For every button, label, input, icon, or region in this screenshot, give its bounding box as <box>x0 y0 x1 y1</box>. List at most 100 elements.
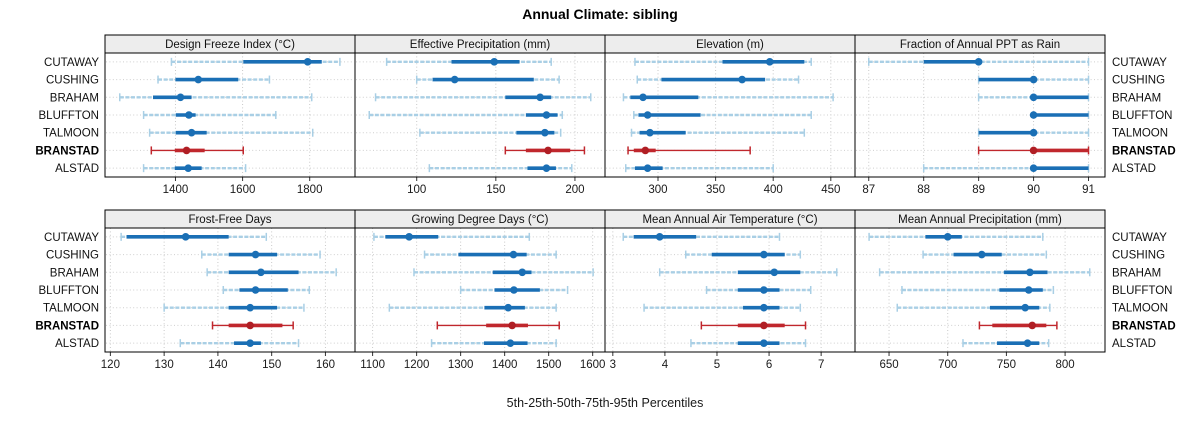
median-dot <box>1024 286 1033 294</box>
median-dot <box>490 58 499 66</box>
median-dot <box>643 111 652 119</box>
panel-elevation-m: Elevation (m) 300 350 400 450 <box>604 34 856 196</box>
percentile-row-bluffton <box>705 286 812 294</box>
median-dot <box>176 93 185 102</box>
percentile-row-braham <box>878 268 1091 277</box>
percentile-row-braham <box>658 268 838 277</box>
median-dot <box>943 233 952 241</box>
median-dot <box>506 339 515 347</box>
median-dot <box>542 164 551 172</box>
median-dot <box>643 164 652 172</box>
median-dot <box>646 128 654 137</box>
percentile-row-alstad <box>179 339 300 348</box>
median-dot <box>760 339 768 347</box>
x-tick-label: 1800 <box>297 184 323 196</box>
median-dot <box>450 75 459 84</box>
percentile-row-cushing <box>423 250 557 259</box>
panel-header-title: Design Freeze Index (°C) <box>165 39 295 51</box>
percentile-row-talmoon <box>977 128 1090 137</box>
percentile-row-talmoon <box>419 128 562 137</box>
median-dot <box>655 233 664 241</box>
percentile-row-talmoon <box>148 128 314 137</box>
median-dot <box>1029 146 1038 155</box>
percentile-row-alstad <box>624 164 774 173</box>
median-dot <box>246 339 254 347</box>
percentile-row-braham <box>413 268 594 277</box>
station-label-left-alstad: ALSTAD <box>55 338 99 350</box>
station-label-left-bluffton: BLUFFTON <box>39 110 100 122</box>
x-tick-label: 4 <box>662 359 669 371</box>
percentile-row-cutaway <box>868 232 1044 241</box>
x-tick-label: 91 <box>1082 184 1095 196</box>
percentile-row-cushing <box>977 75 1090 84</box>
percentile-row-talmoon <box>388 303 557 312</box>
percentile-row-cushing <box>684 250 802 259</box>
median-dot <box>508 321 516 330</box>
panel-design-freeze-index-c: Design Freeze Index (°C) 1400 1600 1800 <box>104 34 356 196</box>
percentile-row-bluffton <box>368 111 564 119</box>
panel-mean-annual-air-temperature-c: Mean Annual Air Temperature (°C) 3 4 5 6 7 <box>604 209 856 371</box>
percentile-row-talmoon <box>630 128 806 137</box>
median-dot <box>303 58 312 66</box>
median-dot <box>1026 268 1034 277</box>
station-label-left-talmoon: TALMOON <box>43 128 99 140</box>
x-tick-label: 200 <box>565 184 584 196</box>
median-dot <box>251 286 260 294</box>
median-dot <box>639 93 647 102</box>
median-dot <box>518 268 527 277</box>
percentile-row-bluffton <box>459 286 569 294</box>
percentile-row-bluffton <box>222 286 311 294</box>
station-label-right-branstad: BRANSTAD <box>1112 145 1176 157</box>
station-label-left-braham: BRAHAM <box>50 267 99 279</box>
percentile-row-branstad <box>150 146 245 155</box>
panel-border <box>854 227 1106 353</box>
station-label-left-cutaway: CUTAWAY <box>44 232 99 244</box>
panel-plot-area <box>855 228 1105 352</box>
percentile-row-bluffton <box>633 111 812 119</box>
station-label-left-branstad: BRANSTAD <box>35 145 99 157</box>
station-label-right-cushing: CUSHING <box>1112 250 1165 262</box>
median-dot <box>974 58 983 66</box>
median-dot <box>1029 164 1038 172</box>
panels-container: Design Freeze Index (°C) 1400 1600 1800 Effe… <box>101 34 1106 371</box>
median-dot <box>770 268 779 277</box>
percentile-row-braham <box>206 268 337 277</box>
median-dot <box>541 128 549 137</box>
station-label-right-cutaway: CUTAWAY <box>1112 232 1167 244</box>
percentile-row-cushing <box>157 75 271 84</box>
median-dot <box>977 250 986 259</box>
panel-header-title: Effective Precipitation (mm) <box>410 39 551 51</box>
station-label-left-branstad: BRANSTAD <box>35 320 99 332</box>
x-tick-label: 5 <box>714 359 720 371</box>
x-tick-label: 800 <box>1056 359 1075 371</box>
percentile-row-cutaway <box>373 232 531 241</box>
median-dot <box>1029 93 1038 102</box>
median-dot <box>542 111 551 119</box>
x-tick-label: 700 <box>938 359 957 371</box>
median-dot <box>246 321 254 330</box>
percentile-row-cutaway <box>867 57 1090 66</box>
median-dot <box>536 93 544 102</box>
x-tick-label: 150 <box>486 184 505 196</box>
median-dot <box>760 303 768 312</box>
median-dot <box>760 250 768 259</box>
median-dot <box>246 303 254 312</box>
x-tick-label: 130 <box>155 359 174 371</box>
median-dot <box>510 286 518 294</box>
station-label-left-alstad: ALSTAD <box>55 163 99 175</box>
panel-effective-precipitation-mm: Effective Precipitation (mm) 100 150 200 <box>354 34 606 196</box>
percentile-row-braham <box>119 93 313 102</box>
median-dot <box>1021 303 1029 312</box>
median-dot <box>181 233 190 241</box>
percentile-row-bluffton <box>1029 111 1090 119</box>
median-dot <box>194 75 203 84</box>
median-dot <box>1023 339 1032 347</box>
median-dot <box>251 250 260 259</box>
panel-border <box>854 52 1106 178</box>
panel-mean-annual-precipitation-mm: Mean Annual Precipitation (mm) 650 700 750 8… <box>854 209 1106 371</box>
median-dot <box>1029 75 1038 84</box>
station-label-right-bluffton: BLUFFTON <box>1112 110 1173 122</box>
station-label-right-branstad: BRANSTAD <box>1112 320 1176 332</box>
median-dot <box>641 146 650 155</box>
x-tick-label: 3 <box>610 359 616 371</box>
